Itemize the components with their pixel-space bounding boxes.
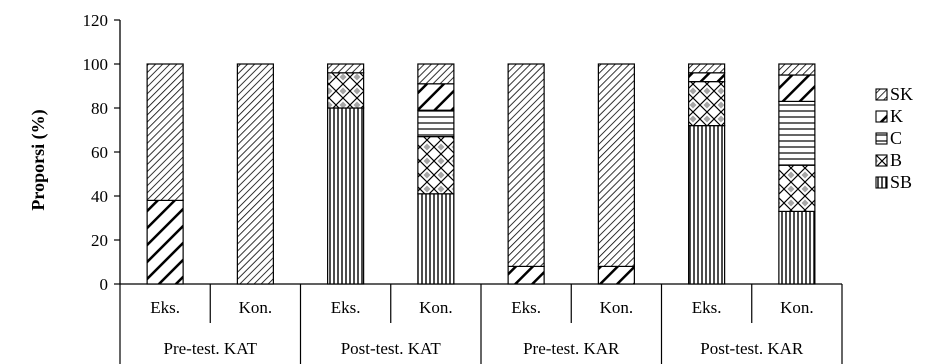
y-tick-label: 40 xyxy=(91,187,108,206)
bar-segment-sk xyxy=(778,63,816,76)
bar-segment-k xyxy=(597,265,635,285)
bar-segment-sk xyxy=(236,63,274,285)
category-label: Eks. xyxy=(511,298,541,317)
bar-segment-c xyxy=(417,109,455,138)
bar-segment-b xyxy=(688,80,726,127)
bar-segment-b xyxy=(417,136,455,195)
legend-swatch-b xyxy=(875,154,888,167)
bar-segment-sk xyxy=(146,63,184,201)
bar-segment-k xyxy=(778,74,816,102)
y-axis-label: Proporsi (%) xyxy=(28,109,49,210)
group-label: Post-test. KAR xyxy=(700,339,804,358)
bar-segment-sk xyxy=(597,63,635,267)
bar-segment-b xyxy=(778,164,816,212)
bar-segment-b xyxy=(327,72,365,109)
bar-segment-c xyxy=(778,100,816,166)
group-label: Pre-test. KAT xyxy=(164,339,258,358)
bar-segment-sk xyxy=(688,63,726,74)
bar-segment-sk xyxy=(327,63,365,74)
category-label: Eks. xyxy=(150,298,180,317)
legend-label-sb: SB xyxy=(890,172,912,192)
legend-swatch-sb xyxy=(875,176,888,189)
legend-label-c: C xyxy=(890,128,902,148)
legend-swatch-k xyxy=(875,110,888,123)
legend-swatch-sk xyxy=(875,88,888,101)
bar-segment-k xyxy=(417,83,455,111)
category-labels: Eks. Kon. Eks. Kon. Eks. Kon. Eks. Kon. Pre-test… xyxy=(119,284,843,364)
y-tick-label: 80 xyxy=(91,99,108,118)
legend-label-b: B xyxy=(890,150,902,170)
category-label: Eks. xyxy=(331,298,361,317)
bar-segment-sb xyxy=(778,210,816,285)
bar-segment-sk xyxy=(417,63,455,85)
bar-segment-sk xyxy=(507,63,545,267)
bar-segment-k xyxy=(507,265,545,285)
category-label: Eks. xyxy=(692,298,722,317)
y-tick-label: 0 xyxy=(100,275,109,294)
bar-segment-sb xyxy=(327,107,365,285)
axes: 0 20 40 60 80 100 120 xyxy=(83,11,842,294)
category-label: Kon. xyxy=(419,298,453,317)
bar-segment-k xyxy=(688,72,726,83)
legend-label-sk: SK xyxy=(890,84,913,104)
y-tick-label: 20 xyxy=(91,231,108,250)
category-label: Kon. xyxy=(600,298,634,317)
bars xyxy=(146,63,816,285)
legend-label-k: K xyxy=(890,106,903,126)
legend-swatch-c xyxy=(875,132,888,145)
y-tick-label: 100 xyxy=(83,55,109,74)
bar-segment-k xyxy=(146,199,184,285)
y-tick-label: 120 xyxy=(83,11,109,30)
group-label: Post-test. KAT xyxy=(341,339,442,358)
y-tick-label: 60 xyxy=(91,143,108,162)
group-label: Pre-test. KAR xyxy=(523,339,620,358)
bar-segment-sb xyxy=(688,124,726,285)
category-label: Kon. xyxy=(780,298,814,317)
category-label: Kon. xyxy=(239,298,273,317)
bar-segment-sb xyxy=(417,193,455,285)
